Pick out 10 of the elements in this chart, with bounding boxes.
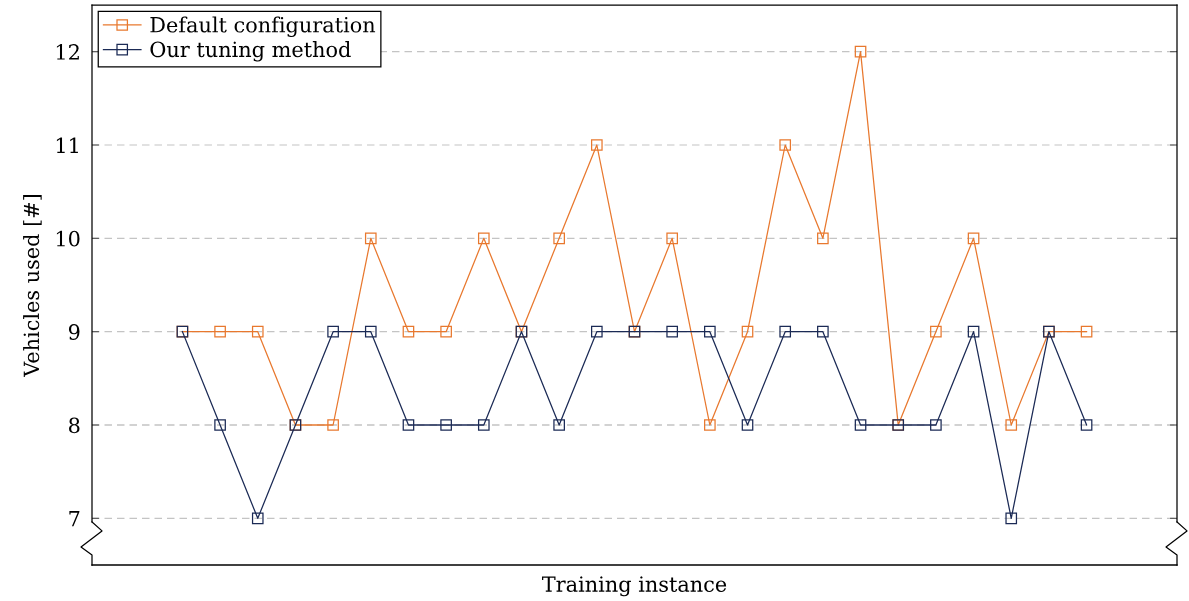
- y-tick-label: 8: [69, 417, 80, 434]
- y-axis-title: Vehicles used [#]: [23, 194, 42, 378]
- y-tick-label: 11: [56, 137, 78, 153]
- x-axis-title: Training instance: [542, 576, 727, 597]
- y-tick-label: 12: [56, 44, 79, 60]
- y-tick-label: 10: [56, 230, 80, 247]
- y-tick-label: 7: [69, 511, 80, 527]
- y-tick-label: 9: [68, 324, 80, 340]
- legend-label: Default configuration: [150, 16, 376, 37]
- legend-label: Our tuning method: [150, 41, 351, 62]
